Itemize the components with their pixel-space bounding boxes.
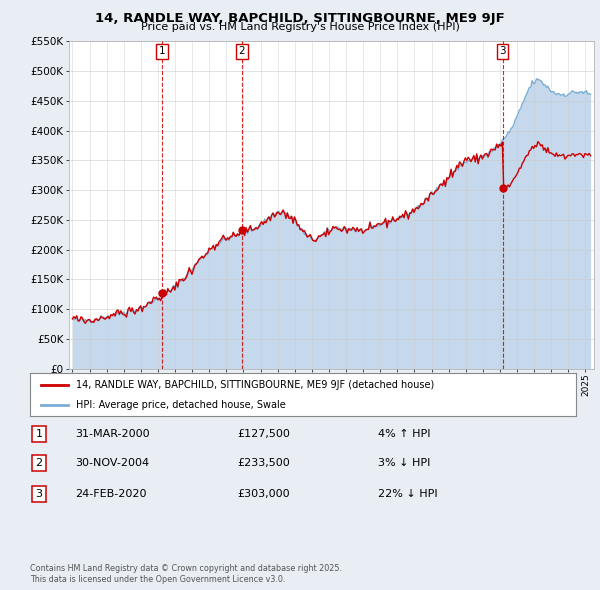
Text: 14, RANDLE WAY, BAPCHILD, SITTINGBOURNE, ME9 9JF (detached house): 14, RANDLE WAY, BAPCHILD, SITTINGBOURNE,…: [76, 380, 434, 390]
Text: 2: 2: [239, 46, 245, 56]
Text: £127,500: £127,500: [237, 429, 290, 438]
Text: HPI: Average price, detached house, Swale: HPI: Average price, detached house, Swal…: [76, 401, 286, 410]
Text: 2: 2: [35, 458, 43, 468]
Text: 24-FEB-2020: 24-FEB-2020: [75, 489, 146, 499]
Text: 3% ↓ HPI: 3% ↓ HPI: [378, 458, 430, 468]
Text: £303,000: £303,000: [237, 489, 290, 499]
Text: 1: 1: [159, 46, 166, 56]
Text: 3: 3: [499, 46, 506, 56]
Text: 14, RANDLE WAY, BAPCHILD, SITTINGBOURNE, ME9 9JF: 14, RANDLE WAY, BAPCHILD, SITTINGBOURNE,…: [95, 12, 505, 25]
Text: 30-NOV-2004: 30-NOV-2004: [75, 458, 149, 468]
Text: 4% ↑ HPI: 4% ↑ HPI: [378, 429, 431, 438]
Text: Price paid vs. HM Land Registry's House Price Index (HPI): Price paid vs. HM Land Registry's House …: [140, 22, 460, 32]
Text: 3: 3: [35, 489, 43, 499]
Text: £233,500: £233,500: [237, 458, 290, 468]
Text: 31-MAR-2000: 31-MAR-2000: [75, 429, 149, 438]
Text: This data is licensed under the Open Government Licence v3.0.: This data is licensed under the Open Gov…: [30, 575, 286, 584]
Text: 1: 1: [35, 429, 43, 438]
Text: 22% ↓ HPI: 22% ↓ HPI: [378, 489, 437, 499]
Text: Contains HM Land Registry data © Crown copyright and database right 2025.: Contains HM Land Registry data © Crown c…: [30, 565, 342, 573]
